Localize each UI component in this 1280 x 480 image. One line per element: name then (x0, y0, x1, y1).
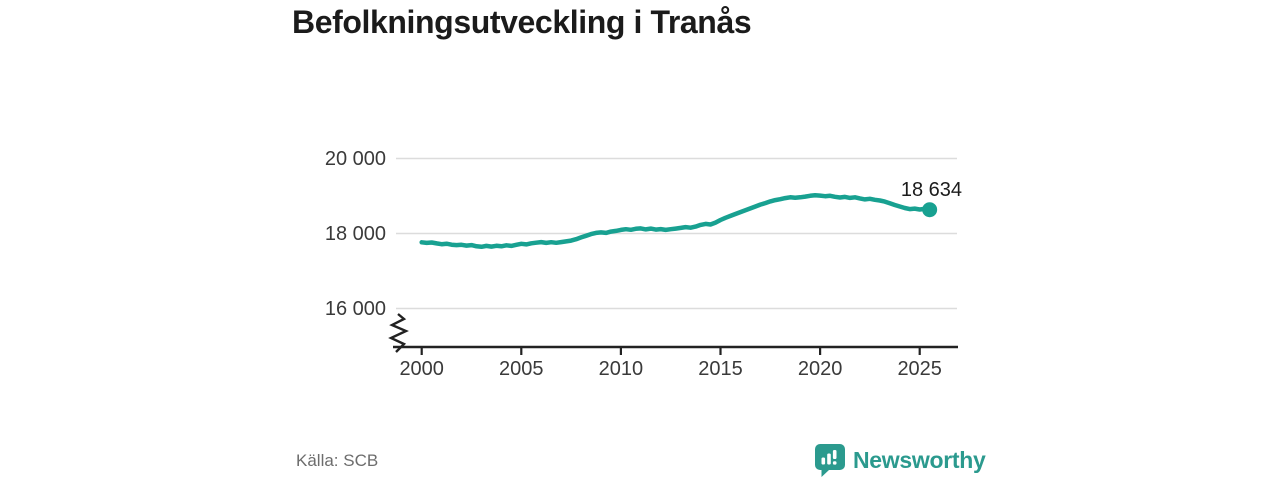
newsworthy-wordmark: Newsworthy (853, 447, 986, 473)
source-label: Källa: SCB (296, 451, 379, 470)
x-tick-label: 2010 (598, 358, 644, 380)
x-tick-label: 2025 (897, 358, 942, 380)
chart-title: Befolkningsutveckling i Tranås (292, 4, 752, 40)
gridlines (396, 157, 957, 310)
axis-break-zigzag (388, 313, 409, 353)
y-tick-label: 16 000 (324, 297, 386, 320)
x-tick-label: 2020 (797, 358, 843, 380)
y-tick-label: 18 000 (324, 222, 386, 245)
newsworthy-logo: Newsworthy (815, 444, 986, 477)
x-tick-label: 2005 (499, 358, 544, 380)
newsworthy-icon (815, 444, 845, 477)
population-line-series (419, 193, 932, 250)
y-tick-label: 20 000 (324, 147, 386, 170)
x-axis-ticks (420, 347, 921, 355)
latest-value-label: 18 634 (900, 179, 962, 201)
x-tick-label: 2015 (698, 358, 743, 380)
x-tick-label: 2000 (399, 358, 444, 380)
latest-value-dot (922, 202, 938, 218)
